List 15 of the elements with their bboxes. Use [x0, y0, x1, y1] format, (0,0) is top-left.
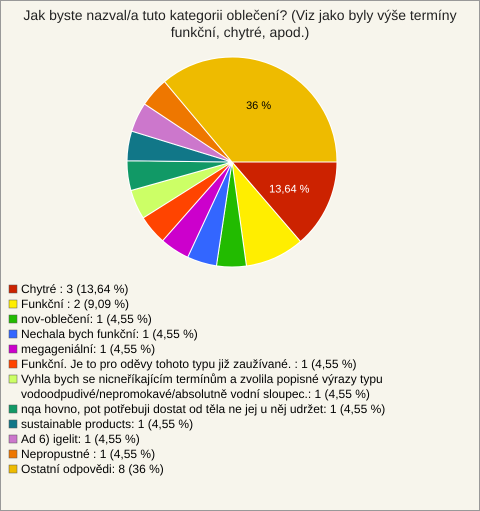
legend-label: Chytré : 3 (13,64 %)	[21, 282, 128, 296]
legend-label: Nepropustné : 1 (4,55 %)	[21, 447, 156, 461]
chart-title: Jak byste nazval/a tuto kategorii oblečení? (Viz jako byly výše termíny funkční, chytré, apod.)	[23, 7, 457, 40]
data-label: 13,64 %	[269, 183, 310, 196]
legend-label: Funkční. Je to pro oděvy tohoto typu již zaužívané. : 1 (4,55 %)	[21, 357, 357, 371]
legend-label: sustainable products: 1 (4,55 %)	[21, 417, 194, 431]
legend-label: Nechala bych funkční: 1 (4,55 %)	[21, 327, 198, 341]
legend-label: megageniální: 1 (4,55 %)	[21, 342, 156, 356]
legend-label: Vyhla bych se nicneříkajícím termínům a zvolila popisné výrazy typu vodoodpudivé/nepromokavé/absolutně vodní sloupec.: 1 (4,55 %)	[21, 372, 383, 401]
data-label: 36 %	[246, 100, 272, 112]
legend-label: Funkční : 2 (9,09 %)	[21, 297, 130, 311]
legend-label: nov-oblečení: 1 (4,55 %)	[21, 312, 152, 326]
legend-label: Ostatní odpovědi: 8 (36 %)	[21, 462, 164, 476]
legend-label: Ad 6) igelit: 1 (4,55 %)	[21, 432, 140, 446]
legend-label: nqa hovno, pot potřebuji dostat od těla ne jej u něj udržet: 1 (4,55 %)	[21, 402, 386, 416]
